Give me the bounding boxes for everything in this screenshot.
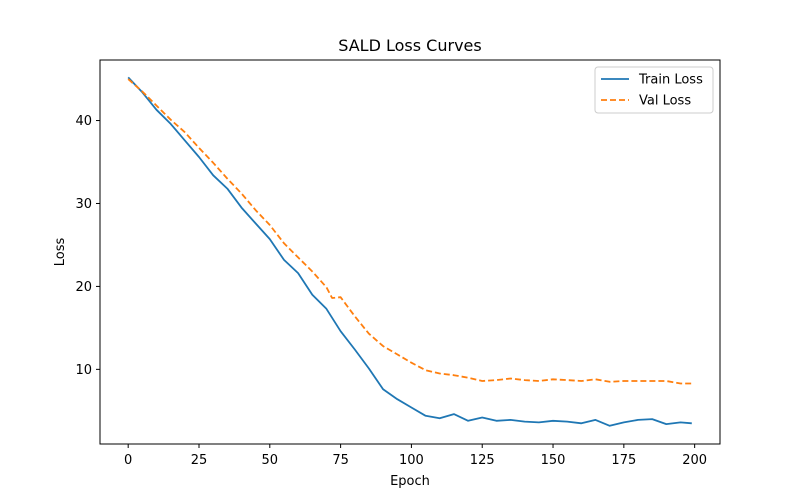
x-tick-label: 75 xyxy=(332,453,349,468)
x-tick-label: 100 xyxy=(399,453,424,468)
x-axis-label: Epoch xyxy=(390,474,430,489)
y-tick-label: 10 xyxy=(75,363,92,378)
x-tick-label: 25 xyxy=(191,453,208,468)
y-tick-label: 20 xyxy=(75,280,92,295)
legend-label: Train Loss xyxy=(638,73,703,88)
series-line-train-loss xyxy=(127,76,692,427)
series-line-val-loss xyxy=(127,78,692,385)
x-tick-label: 150 xyxy=(541,453,566,468)
x-axis: 0 25 50 75 100 125 150 175 200 xyxy=(124,444,707,468)
x-tick-label: 125 xyxy=(470,453,495,468)
x-tick-label: 50 xyxy=(262,453,279,468)
y-axis-label: Loss xyxy=(53,238,68,267)
y-tick-label: 40 xyxy=(75,114,92,129)
legend: Train Loss Val Loss xyxy=(594,66,714,114)
y-tick-label: 30 xyxy=(75,197,92,212)
x-tick-label: 0 xyxy=(124,453,132,468)
y-axis: 10 20 30 40 xyxy=(75,114,100,378)
plot-area xyxy=(127,76,692,427)
legend-label: Val Loss xyxy=(639,94,691,109)
axes-frame xyxy=(99,59,721,445)
x-tick-label: 175 xyxy=(611,453,636,468)
chart-title: SALD Loss Curves xyxy=(338,36,481,55)
x-tick-label: 200 xyxy=(682,453,707,468)
